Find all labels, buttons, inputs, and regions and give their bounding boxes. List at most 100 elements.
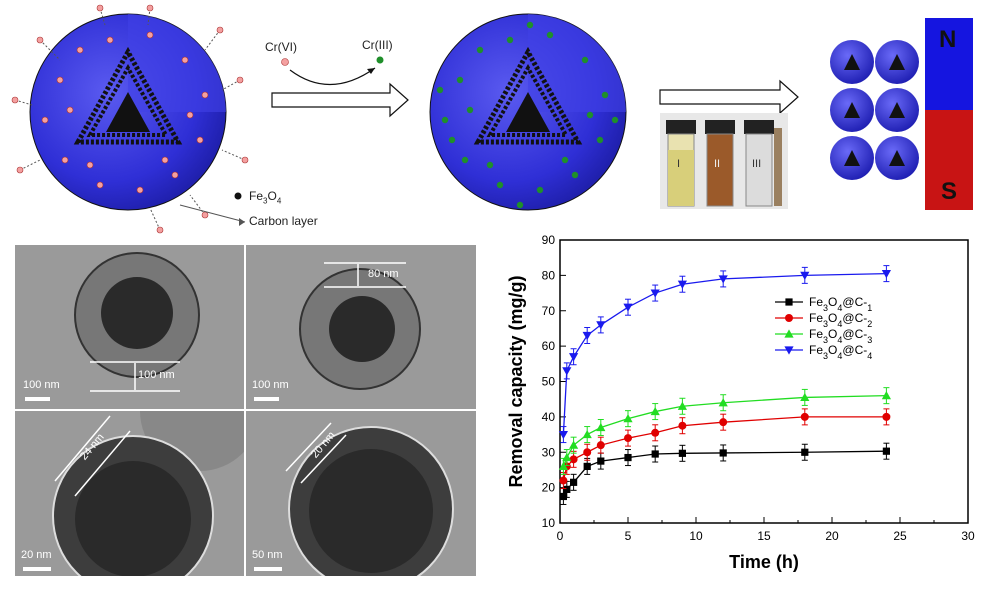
data-point: [623, 303, 633, 312]
x-tick-label: 0: [557, 529, 564, 543]
x-tick-label: 25: [893, 529, 907, 543]
sphere-before-adsorption: [11, 4, 249, 234]
data-point: [559, 476, 568, 485]
data-point: [569, 353, 579, 362]
data-point: [678, 421, 687, 430]
legend-marker: [784, 346, 794, 355]
cr6-icon: [281, 58, 289, 66]
vials-photo: [660, 113, 788, 209]
legend-label: Fe3O4@C-4: [809, 343, 872, 361]
data-point: [624, 434, 632, 443]
tem-scale-bar: [254, 397, 279, 401]
y-tick-label: 70: [542, 304, 556, 318]
plot-frame: [559, 239, 969, 524]
aggregated-particles: [830, 40, 919, 180]
data-point: [719, 449, 727, 457]
data-point: [677, 280, 687, 289]
tem-measure-label: 100 nm: [138, 369, 175, 381]
y-tick-label: 90: [542, 233, 556, 247]
tem-panel-1: 100 nm 100 nm: [15, 245, 244, 409]
removal-capacity-chart: 0 5 10 15 20 25 30 10 20 30 40 50 60 70 80 90 Time (h) Re…: [506, 233, 975, 572]
data-point: [677, 401, 687, 410]
data-point: [719, 418, 728, 427]
legend-label: Fe3O4@C-1: [809, 295, 872, 313]
data-point: [881, 270, 891, 279]
y-axis-label: Removal capacity (mg/g): [506, 275, 526, 487]
data-point: [650, 406, 660, 416]
cr6-label: Cr(VI): [265, 40, 297, 54]
process-arrow-icon: [271, 82, 409, 118]
data-point: [623, 414, 633, 423]
tem-scale-label: 100 nm: [23, 379, 60, 391]
data-point: [558, 461, 568, 470]
vial-label-2: II: [714, 158, 721, 170]
legend-label: Fe3O4@C-3: [809, 327, 872, 345]
data-point: [651, 428, 660, 437]
data-point: [882, 447, 890, 455]
cr3-icon: [376, 56, 384, 64]
y-tick-label: 50: [542, 375, 556, 389]
fe3o4-legend-dot: [234, 192, 242, 200]
data-point: [800, 392, 810, 402]
x-axis-label: Time (h): [729, 552, 799, 572]
tem-panel-4: 20 nm 50 nm: [246, 411, 476, 576]
scheme-illustration: [11, 4, 973, 234]
x-tick-label: 10: [689, 529, 703, 543]
data-point: [596, 441, 605, 450]
data-point: [582, 331, 592, 341]
tem-scale-bar: [23, 567, 51, 571]
tem-scale-bar: [254, 567, 282, 571]
y-tick-label: 10: [542, 516, 556, 530]
data-point: [651, 450, 659, 458]
y-tick-label: 40: [542, 410, 556, 424]
y-tick-label: 60: [542, 339, 556, 353]
data-point: [718, 398, 728, 407]
magnet-north: [925, 18, 973, 110]
data-point: [562, 452, 572, 462]
data-point: [882, 412, 891, 421]
data-point: [583, 448, 592, 457]
x-tick-label: 15: [757, 529, 771, 543]
x-tick-label: 5: [625, 529, 632, 543]
tem-scale-label: 50 nm: [252, 549, 283, 561]
data-point: [562, 367, 572, 376]
data-point: [678, 449, 686, 457]
tem-panel-2: 80 nm 100 nm: [246, 245, 476, 409]
data-point: [582, 429, 592, 439]
magnet-south-label: S: [941, 178, 958, 205]
data-point: [800, 271, 810, 280]
data-point: [570, 478, 578, 486]
data-point: [624, 453, 632, 462]
x-tick-label: 20: [825, 529, 839, 543]
data-point: [597, 457, 605, 465]
data-point: [569, 440, 579, 449]
tem-scale-label: 20 nm: [21, 549, 52, 561]
tem-scale-bar: [25, 397, 50, 401]
magnet-north-label: N: [939, 26, 957, 53]
fe3o4-legend-label: Fe3O4: [249, 189, 282, 206]
data-point: [583, 462, 591, 470]
data-point: [559, 492, 567, 501]
data-point: [596, 321, 606, 330]
y-tick-label: 80: [542, 268, 556, 282]
vial-label-3: III: [752, 158, 762, 170]
data-point: [881, 391, 891, 400]
carbon-layer-label: Carbon layer: [249, 214, 318, 228]
data-point: [650, 289, 660, 298]
vial-label-1: I: [677, 158, 681, 170]
tem-measure-label: 80 nm: [368, 268, 399, 280]
legend-marker: [785, 298, 793, 306]
sphere-after-adsorption: [429, 13, 627, 211]
x-tick-label: 30: [961, 529, 975, 543]
y-tick-label: 30: [542, 445, 556, 459]
legend-label: Fe3O4@C-2: [809, 311, 872, 329]
data-point: [801, 448, 809, 456]
data-point: [596, 422, 606, 432]
legend-marker: [784, 329, 794, 338]
legend-marker: [785, 314, 793, 322]
data-point: [558, 430, 568, 440]
tem-panel-3: 24 nm 20 nm: [15, 411, 244, 576]
data-point: [718, 275, 728, 284]
magnet-south: [925, 110, 973, 210]
cr3-label: Cr(III): [362, 38, 393, 52]
